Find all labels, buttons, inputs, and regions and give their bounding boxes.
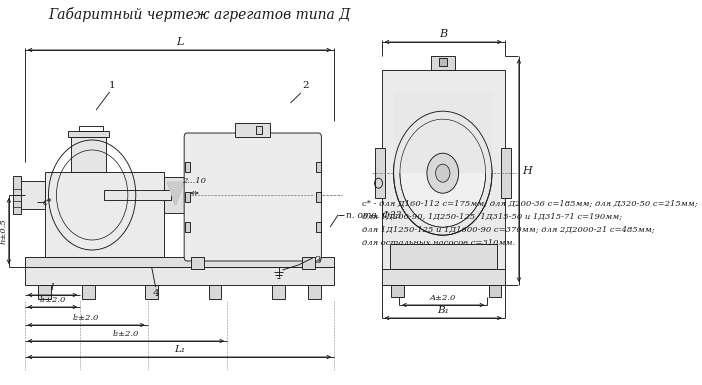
Bar xyxy=(316,222,321,232)
Bar xyxy=(431,56,455,70)
Bar xyxy=(185,162,190,172)
Circle shape xyxy=(395,288,400,294)
Circle shape xyxy=(86,290,91,296)
Circle shape xyxy=(493,288,498,294)
Text: Габаритный чертеж агрегатов типа Д: Габаритный чертеж агрегатов типа Д xyxy=(48,7,350,22)
Bar xyxy=(71,137,107,172)
Circle shape xyxy=(400,119,486,227)
Bar xyxy=(191,257,204,269)
Bar xyxy=(164,177,187,213)
Text: L₁: L₁ xyxy=(174,345,185,354)
Text: L: L xyxy=(176,37,183,47)
Circle shape xyxy=(212,290,218,296)
Circle shape xyxy=(394,111,492,235)
Bar xyxy=(25,257,334,267)
Bar xyxy=(256,126,262,134)
Bar xyxy=(501,148,511,198)
Bar xyxy=(208,285,221,299)
Text: для 1Д200-90, 1Д250-125, 1Д315-50 и 1Д315-71 с=190мм;: для 1Д200-90, 1Д250-125, 1Д315-50 и 1Д31… xyxy=(362,213,622,221)
Text: для 1Д1250-125 и 1Д1600-90 с=370мм; для 2Д2000-21 с=485мм;: для 1Д1250-125 и 1Д1600-90 с=370мм; для … xyxy=(362,226,654,234)
Text: l₃±2.0: l₃±2.0 xyxy=(112,330,138,338)
Bar xyxy=(308,285,321,299)
Bar xyxy=(44,172,164,257)
Text: 1: 1 xyxy=(109,81,115,90)
Text: B₁: B₁ xyxy=(437,306,449,315)
Circle shape xyxy=(312,290,317,296)
Text: l₁±2.0: l₁±2.0 xyxy=(39,296,66,304)
Bar xyxy=(439,58,446,66)
Bar xyxy=(185,192,190,202)
Text: с*: с* xyxy=(43,198,53,206)
Polygon shape xyxy=(168,182,183,205)
Text: 2: 2 xyxy=(303,81,309,90)
Text: 2...10: 2...10 xyxy=(183,177,206,185)
Text: 3: 3 xyxy=(314,256,321,264)
Bar xyxy=(382,70,505,269)
Text: с* - для Д160-112 с=175мм; для Д200-36 с=185мм; для Д320-50 с=215мм;: с* - для Д160-112 с=175мм; для Д200-36 с… xyxy=(362,200,698,208)
Bar xyxy=(145,285,158,299)
Circle shape xyxy=(149,290,154,296)
Bar xyxy=(38,285,51,299)
Bar xyxy=(303,257,315,269)
Text: B: B xyxy=(439,29,447,39)
Text: l₂±2.0: l₂±2.0 xyxy=(72,314,99,322)
Bar xyxy=(376,148,385,198)
Bar xyxy=(17,181,44,209)
Circle shape xyxy=(276,290,282,296)
Bar xyxy=(489,285,501,297)
Text: A±2.0: A±2.0 xyxy=(430,294,456,302)
Bar xyxy=(25,267,334,285)
Text: для остальных насосов с=310мм.: для остальных насосов с=310мм. xyxy=(362,239,515,247)
Bar xyxy=(316,162,321,172)
Bar xyxy=(394,91,492,173)
Bar xyxy=(316,192,321,202)
Text: h±0.5: h±0.5 xyxy=(0,218,8,244)
Text: l: l xyxy=(51,283,54,292)
Bar xyxy=(68,131,109,137)
Circle shape xyxy=(427,153,458,193)
Circle shape xyxy=(436,164,450,182)
Text: п. отв. Ф33: п. отв. Ф33 xyxy=(346,211,402,219)
FancyBboxPatch shape xyxy=(184,133,322,261)
Circle shape xyxy=(41,290,47,296)
Bar xyxy=(272,285,285,299)
Bar xyxy=(13,176,21,214)
Bar xyxy=(390,244,497,269)
Bar xyxy=(104,190,171,200)
Bar xyxy=(185,222,190,232)
Bar xyxy=(79,126,103,131)
Bar xyxy=(235,123,270,137)
Text: 4: 4 xyxy=(152,289,159,298)
Bar xyxy=(82,285,95,299)
Text: H: H xyxy=(522,166,532,176)
Bar xyxy=(382,269,505,285)
Bar xyxy=(391,285,404,297)
